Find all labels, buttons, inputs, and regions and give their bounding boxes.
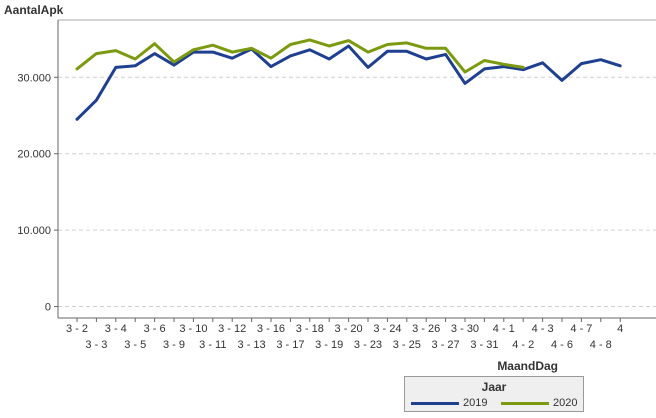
x-tick-label: 3 - 16 xyxy=(257,323,285,335)
x-tick-label: 4 xyxy=(617,323,623,335)
x-tick-label: 3 - 3 xyxy=(85,339,107,351)
series-lines xyxy=(75,38,622,121)
x-tick-label: 3 - 31 xyxy=(470,339,498,351)
legend-swatch-2020 xyxy=(501,401,549,405)
y-tick-label: 0 xyxy=(45,302,51,314)
legend-label-2020: 2020 xyxy=(553,397,578,409)
x-tick-label: 3 - 9 xyxy=(163,339,185,351)
x-tick-label: 3 - 24 xyxy=(373,323,401,335)
x-tick-label: 3 - 10 xyxy=(179,323,207,335)
x-tick-label: 3 - 27 xyxy=(432,339,460,351)
series-line-2019 xyxy=(75,44,622,121)
legend-item-2020: 2020 xyxy=(501,397,577,409)
legend-item-2019: 2019 xyxy=(411,397,487,409)
legend: Jaar 2019 2020 xyxy=(404,376,584,412)
x-tick-label: 3 - 4 xyxy=(105,323,127,335)
x-tick-label: 3 - 13 xyxy=(238,339,266,351)
y-tick-label: 10.000 xyxy=(17,225,51,237)
series-line-2020 xyxy=(75,38,525,74)
y-tick-label: 30.000 xyxy=(17,72,51,84)
x-tick-labels: 3 - 2 3 - 3 3 - 4 3 - 5 3 - 6 3 - 9 3 - 10 3 - … xyxy=(66,323,623,351)
x-tick-label: 3 - 18 xyxy=(296,323,324,335)
x-tick-label: 4 - 7 xyxy=(570,323,592,335)
y-axis-title: AantalApk xyxy=(4,3,64,17)
x-tick-label: 3 - 19 xyxy=(315,339,343,351)
x-tick-label: 3 - 2 xyxy=(66,323,88,335)
x-axis-title: MaandDag xyxy=(497,359,558,373)
x-tick-label: 3 - 23 xyxy=(354,339,382,351)
x-tick-label: 3 - 6 xyxy=(144,323,166,335)
x-tick-label: 4 - 6 xyxy=(551,339,573,351)
x-tick-label: 3 - 20 xyxy=(335,323,363,335)
axes xyxy=(54,19,656,322)
x-tick-label: 3 - 12 xyxy=(218,323,246,335)
legend-swatch-2019 xyxy=(411,401,459,405)
gridlines xyxy=(58,76,656,308)
x-tick-label: 4 - 2 xyxy=(512,339,534,351)
y-tick-labels: 0 10.000 20.000 30.000 xyxy=(17,72,51,313)
x-tick-label: 3 - 26 xyxy=(412,323,440,335)
legend-label-2019: 2019 xyxy=(463,397,488,409)
x-tick-label: 3 - 11 xyxy=(199,339,226,351)
x-tick-label: 3 - 17 xyxy=(276,339,304,351)
legend-title: Jaar xyxy=(481,380,507,394)
x-tick-label: 4 - 3 xyxy=(532,323,554,335)
x-tick-label: 4 - 1 xyxy=(493,323,515,335)
x-tick-label: 3 - 25 xyxy=(393,339,421,351)
x-tick-label: 4 - 8 xyxy=(590,339,612,351)
y-tick-label: 20.000 xyxy=(17,149,51,161)
x-tick-label: 3 - 30 xyxy=(451,323,479,335)
x-tick-label: 3 - 5 xyxy=(124,339,146,351)
